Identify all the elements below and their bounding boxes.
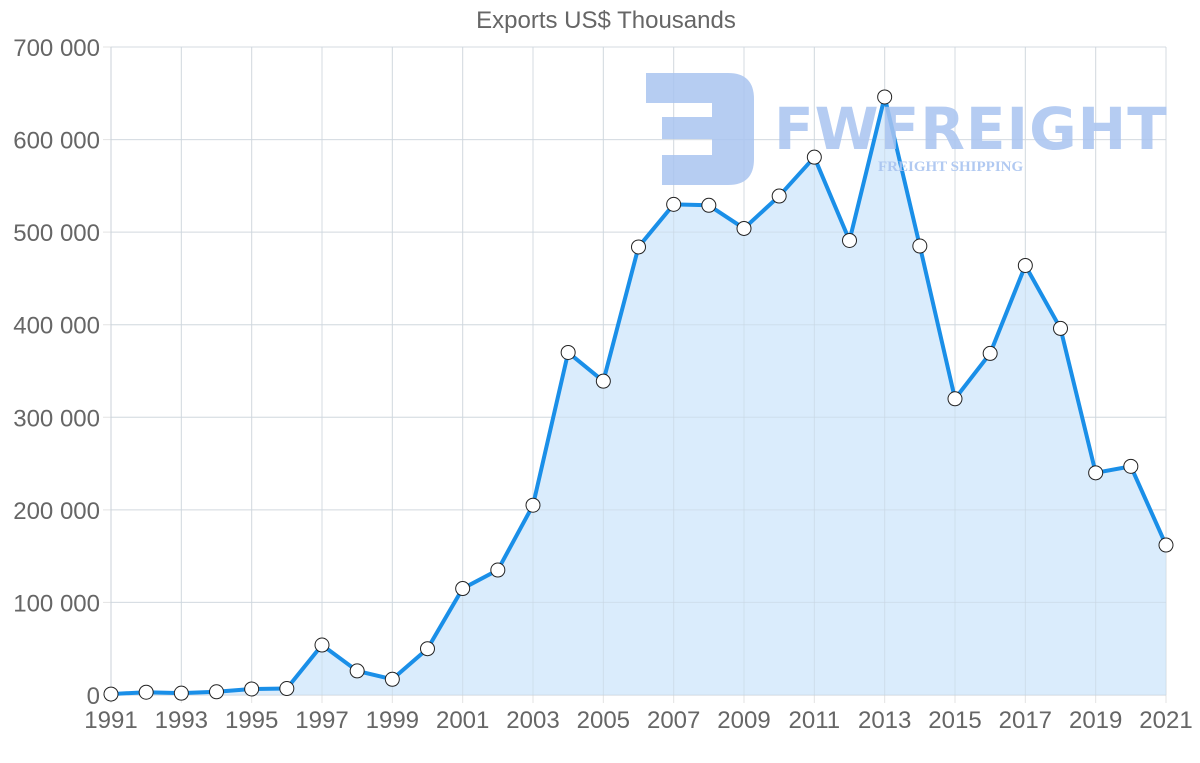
y-tick-label: 500 000 [13, 220, 100, 247]
data-point-marker [490, 562, 506, 578]
y-tick-label: 400 000 [13, 313, 100, 340]
series-area-fill [111, 96, 1166, 695]
data-point-marker [806, 149, 822, 165]
x-tick-label: 2009 [717, 707, 770, 734]
data-point-marker [842, 232, 857, 248]
data-point-marker [877, 89, 893, 105]
data-point-marker [771, 188, 787, 204]
data-point-marker [279, 681, 295, 697]
data-point-marker [736, 220, 752, 236]
x-tick-label: 2005 [577, 707, 630, 734]
data-point-marker [1053, 320, 1068, 336]
x-tick-label: 2007 [647, 707, 700, 734]
data-point-marker [244, 681, 260, 697]
data-point-marker [138, 684, 154, 700]
x-tick-label: 1995 [225, 707, 278, 734]
x-tick-label: 2013 [858, 707, 911, 734]
data-point-marker [631, 239, 646, 255]
x-tick-label: 2003 [506, 707, 559, 734]
data-point-marker [982, 345, 998, 361]
data-point-marker [314, 637, 330, 653]
data-point-marker [103, 686, 119, 702]
data-point-marker [595, 373, 611, 389]
x-tick-label: 1993 [155, 707, 208, 734]
x-tick-label: 2001 [436, 707, 489, 734]
data-point-marker [560, 344, 576, 360]
data-point-marker [1123, 458, 1139, 474]
data-point-marker [1158, 537, 1174, 553]
y-tick-label: 700 000 [13, 35, 100, 62]
data-point-marker [947, 391, 963, 407]
x-tick-label: 1991 [84, 707, 137, 734]
data-point-marker [525, 497, 541, 513]
data-point-marker [1017, 257, 1033, 273]
data-point-marker [173, 685, 189, 701]
data-point-marker [349, 663, 365, 679]
x-tick-label: 1997 [295, 707, 348, 734]
x-tick-label: 2021 [1139, 707, 1192, 734]
x-tick-label: 2019 [1069, 707, 1122, 734]
y-tick-label: 200 000 [13, 498, 100, 525]
data-point-marker [384, 671, 400, 687]
x-tick-label: 2011 [789, 707, 841, 734]
data-point-marker [209, 684, 224, 700]
data-point-marker [1088, 465, 1104, 481]
y-tick-label: 300 000 [13, 405, 100, 432]
y-tick-label: 600 000 [13, 128, 100, 155]
y-tick-label: 100 000 [13, 590, 100, 617]
chart-title: Exports US$ Thousands [476, 7, 736, 34]
x-tick-label: 1999 [366, 707, 419, 734]
data-point-marker [912, 238, 928, 254]
data-point-marker [455, 581, 471, 597]
y-tick-label: 0 [87, 683, 100, 710]
x-tick-label: 2017 [999, 707, 1052, 734]
x-tick-label: 2015 [928, 707, 981, 734]
data-point-marker [701, 197, 717, 213]
data-point-marker [666, 196, 682, 212]
data-point-marker [420, 641, 435, 657]
